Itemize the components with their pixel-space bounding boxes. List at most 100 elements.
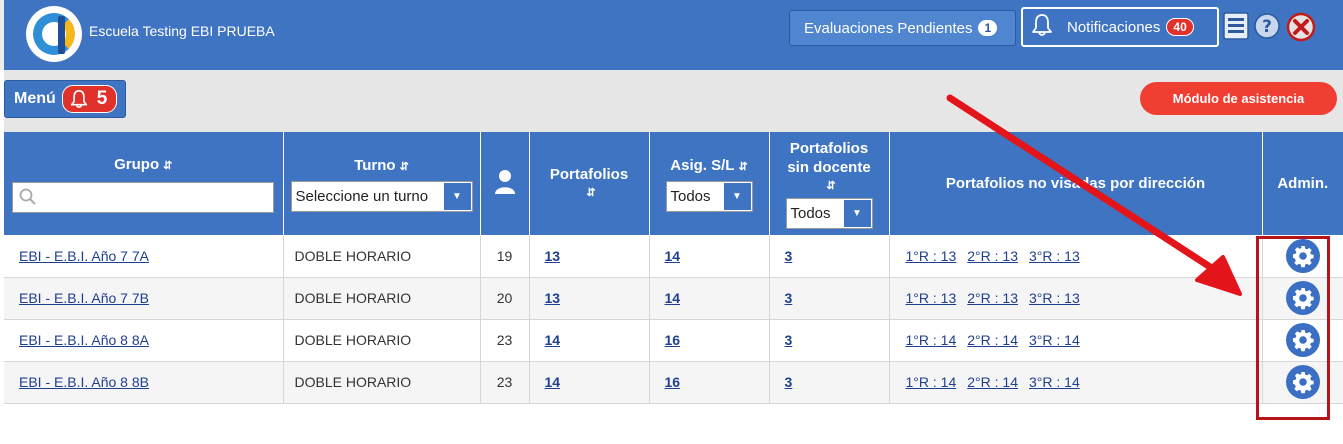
sin-docente-link[interactable]: 3 — [784, 332, 793, 348]
gear-icon[interactable] — [1285, 323, 1320, 357]
groups-table: Grupo ⇵ Turno ⇵ Seleccione un turno ▼ — [4, 132, 1343, 404]
grupo-search-input[interactable] — [12, 181, 275, 213]
sin-docente-select[interactable]: Todos ▼ — [785, 197, 873, 229]
round-2-link[interactable]: 2°R : 14 — [967, 374, 1018, 390]
notifications-label: Notificaciones — [1067, 18, 1161, 36]
chevron-down-icon[interactable]: ▼ — [842, 198, 872, 228]
notifications-button[interactable]: Notificaciones 40 — [1021, 7, 1219, 47]
sort-icon[interactable]: ⇵ — [399, 160, 409, 173]
turno-select[interactable]: Seleccione un turno ▼ — [290, 180, 473, 212]
table-row: EBI - E.B.I. Año 8 8A DOBLE HORARIO 23 14 16… — [4, 319, 1343, 362]
grupo-cell: EBI - E.B.I. Año 7 7A — [4, 235, 284, 278]
portafolios-link[interactable]: 14 — [544, 374, 561, 390]
column-header-sin-docente[interactable]: Portafolios sin docente ⇵ Todos ▼ — [769, 132, 890, 235]
grupo-link[interactable]: EBI - E.B.I. Año 7 7A — [19, 247, 149, 264]
portafolios-header-label: Portafolios — [549, 165, 629, 183]
asig-link[interactable]: 16 — [664, 374, 681, 390]
grupo-link[interactable]: EBI - E.B.I. Año 7 7B — [19, 290, 149, 306]
sin-docente-header-label-2: sin docente — [787, 158, 871, 176]
portafolios-cell: 13 — [529, 277, 650, 320]
round-2-link[interactable]: 2°R : 14 — [967, 332, 1018, 348]
round-2-link[interactable]: 2°R : 13 — [967, 247, 1018, 264]
sin-docente-link[interactable]: 3 — [784, 247, 793, 264]
alumnos-cell: 19 — [480, 235, 530, 278]
round-1-link[interactable]: 1°R : 13 — [905, 247, 957, 264]
school-name: Escuela Testing EBI PRUEBA — [89, 23, 275, 39]
top-header: Escuela Testing EBI PRUEBA Evaluaciones … — [0, 0, 1343, 70]
no-visadas-cell: 1°R : 14 2°R : 14 3°R : 14 — [889, 319, 1263, 362]
round-1-link[interactable]: 1°R : 14 — [905, 332, 957, 348]
menu-alert-count: 5 — [96, 88, 108, 109]
menu-button[interactable]: Menú 5 — [4, 80, 126, 118]
grupo-link[interactable]: EBI - E.B.I. Año 8 8B — [19, 374, 149, 390]
sin-docente-link[interactable]: 3 — [784, 290, 793, 306]
turno-header-label: Turno — [354, 156, 396, 174]
asig-link[interactable]: 14 — [664, 290, 681, 306]
portafolios-link[interactable]: 13 — [544, 247, 561, 264]
school-logo — [26, 6, 82, 62]
table-row: EBI - E.B.I. Año 7 7B DOBLE HORARIO 20 13 14… — [4, 277, 1343, 320]
chevron-down-icon[interactable]: ▼ — [442, 181, 472, 211]
pending-evaluations-button[interactable]: Evaluaciones Pendientes 1 — [789, 10, 1016, 46]
asig-cell: 16 — [649, 319, 770, 362]
sort-icon[interactable]: ⇵ — [586, 186, 596, 199]
sin-docente-select-value: Todos — [790, 204, 831, 222]
turno-cell: DOBLE HORARIO — [283, 235, 481, 278]
grupo-link[interactable]: EBI - E.B.I. Año 8 8A — [19, 332, 149, 348]
asig-select[interactable]: Todos ▼ — [665, 180, 753, 212]
no-visadas-cell: 1°R : 14 2°R : 14 3°R : 14 — [889, 361, 1263, 404]
portafolios-link[interactable]: 14 — [544, 332, 561, 348]
column-header-admin: Admin. — [1262, 132, 1343, 235]
menu-alert-badge: 5 — [61, 85, 118, 113]
round-1-link[interactable]: 1°R : 13 — [905, 290, 957, 306]
no-visadas-cell: 1°R : 13 2°R : 13 3°R : 13 — [889, 277, 1263, 320]
asig-cell: 14 — [649, 277, 770, 320]
close-icon[interactable] — [1286, 12, 1316, 42]
grupo-cell: EBI - E.B.I. Año 8 8B — [4, 361, 284, 404]
gear-icon[interactable] — [1285, 281, 1320, 315]
round-3-link[interactable]: 3°R : 13 — [1029, 290, 1080, 306]
asig-link[interactable]: 16 — [664, 332, 681, 348]
grupo-cell: EBI - E.B.I. Año 7 7B — [4, 277, 284, 320]
column-header-turno[interactable]: Turno ⇵ Seleccione un turno ▼ — [283, 132, 481, 235]
chevron-down-icon[interactable]: ▼ — [722, 181, 752, 211]
sin-docente-cell: 3 — [769, 361, 890, 404]
sin-docente-header-label-1: Portafolios — [789, 139, 869, 157]
turno-cell: DOBLE HORARIO — [283, 361, 481, 404]
alumnos-cell: 23 — [480, 361, 530, 404]
sin-docente-cell: 3 — [769, 319, 890, 362]
asig-link[interactable]: 14 — [664, 247, 681, 264]
round-2-link[interactable]: 2°R : 13 — [967, 290, 1018, 306]
annotation-arrow — [946, 94, 1242, 296]
table-row: EBI - E.B.I. Año 8 8B DOBLE HORARIO 23 14 16… — [4, 361, 1343, 404]
svg-text:?: ? — [1262, 17, 1272, 37]
sin-docente-cell: 3 — [769, 277, 890, 320]
portafolios-link[interactable]: 13 — [544, 290, 561, 306]
column-header-portafolios[interactable]: Portafolios ⇵ — [529, 132, 650, 235]
grupo-header-label: Grupo — [114, 155, 160, 173]
bell-icon — [70, 90, 87, 108]
round-3-link[interactable]: 3°R : 14 — [1029, 374, 1080, 390]
person-icon — [494, 169, 515, 194]
no-visadas-cell: 1°R : 13 2°R : 13 3°R : 13 — [889, 235, 1263, 278]
gear-icon[interactable] — [1285, 365, 1320, 399]
column-header-alumnos — [480, 132, 530, 235]
sin-docente-link[interactable]: 3 — [784, 374, 793, 390]
notifications-count: 40 — [1166, 18, 1194, 36]
gear-icon[interactable] — [1285, 238, 1320, 273]
column-header-grupo[interactable]: Grupo ⇵ — [4, 132, 284, 235]
asig-header-label: Asig. S/L — [670, 156, 735, 174]
attendance-module-button[interactable]: Módulo de asistencia — [1140, 82, 1337, 115]
pending-evaluations-label: Evaluaciones Pendientes — [804, 19, 973, 37]
asig-select-value: Todos — [670, 187, 711, 205]
sort-icon[interactable]: ⇵ — [738, 160, 748, 173]
annotation-highlight-box — [1256, 236, 1330, 420]
round-3-link[interactable]: 3°R : 14 — [1029, 332, 1080, 348]
round-1-link[interactable]: 1°R : 14 — [905, 374, 957, 390]
round-3-link[interactable]: 3°R : 13 — [1029, 247, 1080, 264]
document-list-icon[interactable] — [1223, 12, 1249, 40]
sort-icon[interactable]: ⇵ — [163, 159, 173, 172]
column-header-asig[interactable]: Asig. S/L ⇵ Todos ▼ — [649, 132, 770, 235]
sort-icon[interactable]: ⇵ — [826, 179, 836, 192]
help-icon[interactable]: ? — [1254, 12, 1280, 40]
